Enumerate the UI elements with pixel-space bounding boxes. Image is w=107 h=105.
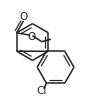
Text: O: O bbox=[19, 12, 27, 22]
Text: Cl: Cl bbox=[36, 86, 46, 96]
Text: O: O bbox=[27, 32, 36, 42]
